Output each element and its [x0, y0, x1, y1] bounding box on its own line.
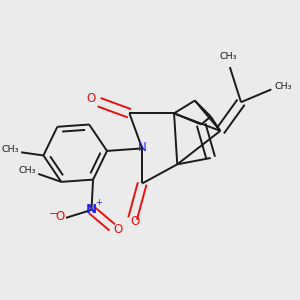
Text: +: + — [95, 198, 102, 207]
Text: O: O — [86, 92, 96, 106]
Text: O: O — [113, 223, 123, 236]
Text: O: O — [56, 210, 65, 224]
Text: CH₃: CH₃ — [1, 145, 19, 154]
Text: N: N — [86, 203, 97, 216]
Text: −: − — [49, 209, 58, 219]
Text: O: O — [130, 214, 140, 228]
Text: CH₃: CH₃ — [19, 166, 36, 175]
Text: N: N — [138, 141, 146, 154]
Text: CH₃: CH₃ — [220, 52, 237, 62]
Text: CH₃: CH₃ — [274, 82, 292, 91]
